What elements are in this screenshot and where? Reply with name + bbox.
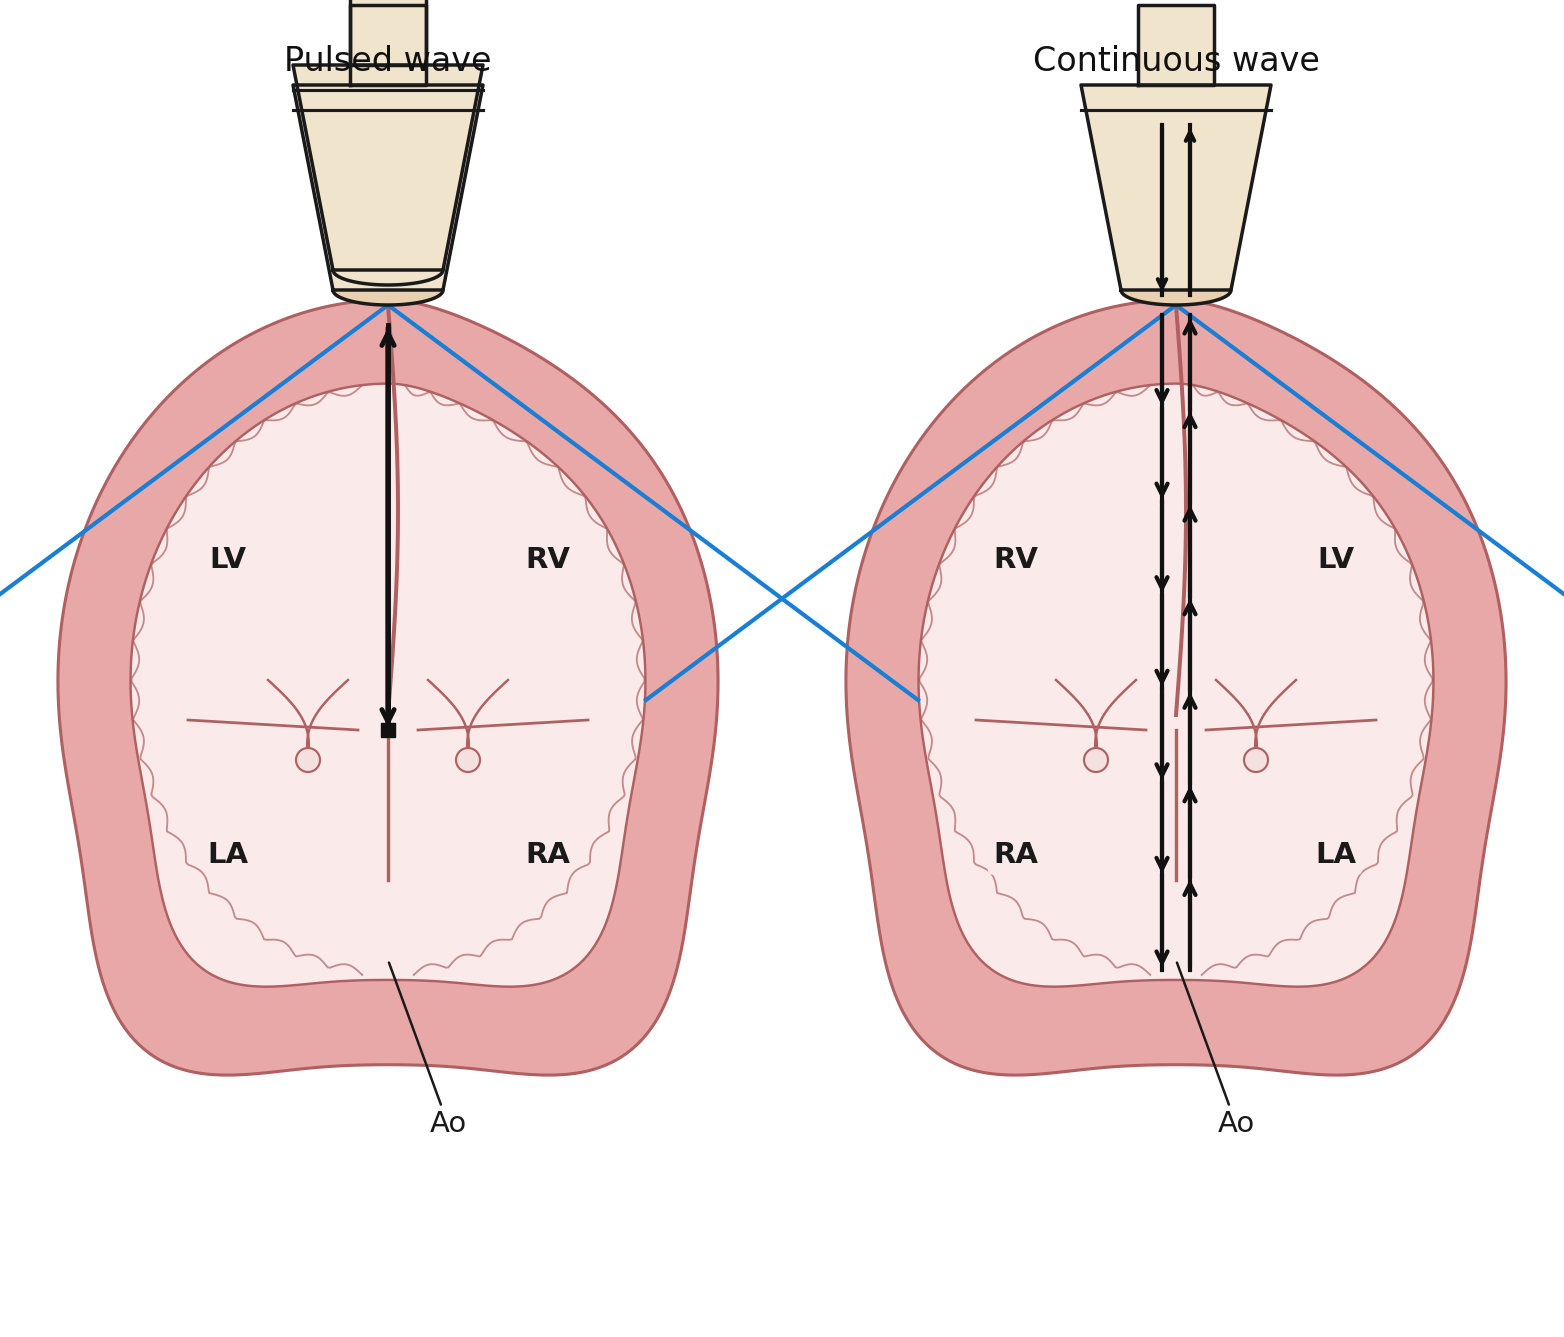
- Polygon shape: [333, 290, 443, 305]
- Text: LA: LA: [208, 841, 249, 869]
- Polygon shape: [58, 299, 718, 1075]
- Polygon shape: [1121, 290, 1231, 305]
- Polygon shape: [333, 270, 443, 285]
- Polygon shape: [1081, 86, 1272, 290]
- Polygon shape: [918, 384, 1434, 987]
- Bar: [382, 723, 396, 737]
- Text: Ao: Ao: [389, 963, 466, 1138]
- Text: Continuous wave: Continuous wave: [1032, 45, 1320, 78]
- Polygon shape: [292, 66, 483, 270]
- Polygon shape: [350, 5, 425, 86]
- Text: RV: RV: [526, 545, 571, 574]
- Polygon shape: [1139, 5, 1214, 86]
- Text: LV: LV: [998, 545, 1034, 574]
- Polygon shape: [292, 86, 483, 290]
- Text: RA: RA: [993, 841, 1038, 869]
- Text: Pulsed wave: Pulsed wave: [285, 45, 491, 78]
- Polygon shape: [350, 0, 425, 66]
- Polygon shape: [130, 384, 646, 987]
- Text: RA: RA: [526, 841, 571, 869]
- Text: RV: RV: [1314, 545, 1359, 574]
- Text: LV: LV: [210, 545, 247, 574]
- Circle shape: [457, 747, 480, 771]
- Polygon shape: [846, 299, 1506, 1075]
- Text: RV: RV: [993, 545, 1038, 574]
- Text: Ao: Ao: [1178, 963, 1254, 1138]
- Circle shape: [1084, 747, 1107, 771]
- Text: RA: RA: [1314, 841, 1359, 869]
- Text: LA: LA: [996, 841, 1037, 869]
- Text: LA: LA: [1315, 841, 1356, 869]
- Text: LV: LV: [1317, 545, 1354, 574]
- Circle shape: [1243, 747, 1268, 771]
- Circle shape: [296, 747, 321, 771]
